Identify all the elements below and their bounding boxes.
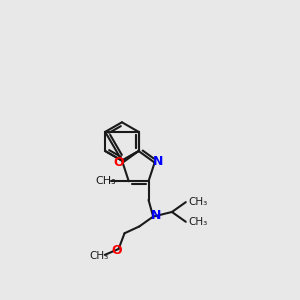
Text: CH₃: CH₃	[188, 217, 207, 227]
Text: O: O	[111, 244, 122, 256]
Text: CH₃: CH₃	[89, 251, 109, 261]
Text: N: N	[153, 155, 163, 168]
Text: CH₃: CH₃	[95, 176, 116, 186]
Text: N: N	[151, 209, 161, 222]
Text: CH₃: CH₃	[188, 197, 207, 207]
Text: O: O	[114, 156, 124, 169]
